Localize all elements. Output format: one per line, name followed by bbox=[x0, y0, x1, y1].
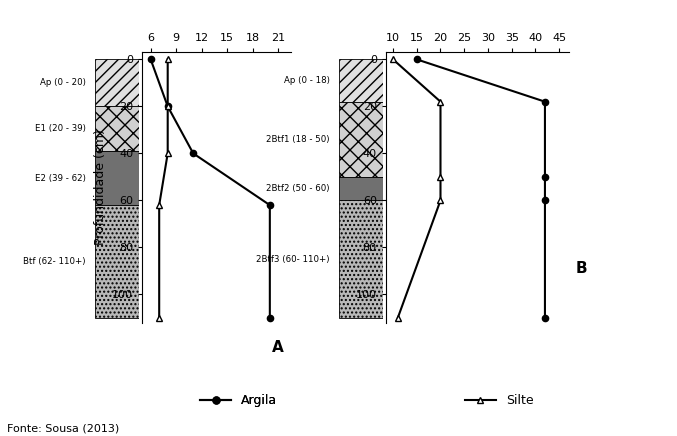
Legend: Argila: Argila bbox=[195, 389, 282, 412]
Legend: Silte: Silte bbox=[460, 389, 539, 412]
Text: 2Btf3 (60- 110+): 2Btf3 (60- 110+) bbox=[256, 255, 330, 264]
Text: A: A bbox=[271, 340, 284, 355]
Text: Fonte: Sousa (2013): Fonte: Sousa (2013) bbox=[7, 424, 119, 434]
Bar bbox=[338, 59, 383, 102]
Y-axis label: Profundidade (cm): Profundidade (cm) bbox=[93, 129, 106, 245]
Bar bbox=[338, 102, 383, 177]
Bar bbox=[338, 201, 383, 318]
Text: Btf (62- 110+): Btf (62- 110+) bbox=[24, 257, 86, 266]
Text: 2Btf2 (50 - 60): 2Btf2 (50 - 60) bbox=[266, 184, 330, 193]
Text: Ap (0 - 18): Ap (0 - 18) bbox=[284, 76, 330, 85]
Bar bbox=[338, 177, 383, 201]
Text: B: B bbox=[575, 261, 587, 276]
Text: Ap (0 - 20): Ap (0 - 20) bbox=[40, 78, 86, 87]
Bar bbox=[95, 151, 139, 205]
Text: E2 (39 - 62): E2 (39 - 62) bbox=[35, 174, 86, 183]
Bar bbox=[95, 59, 139, 106]
Bar bbox=[95, 205, 139, 318]
Bar bbox=[95, 106, 139, 151]
Text: 2Btf1 (18 - 50): 2Btf1 (18 - 50) bbox=[266, 135, 330, 144]
Text: E1 (20 - 39): E1 (20 - 39) bbox=[35, 124, 86, 133]
